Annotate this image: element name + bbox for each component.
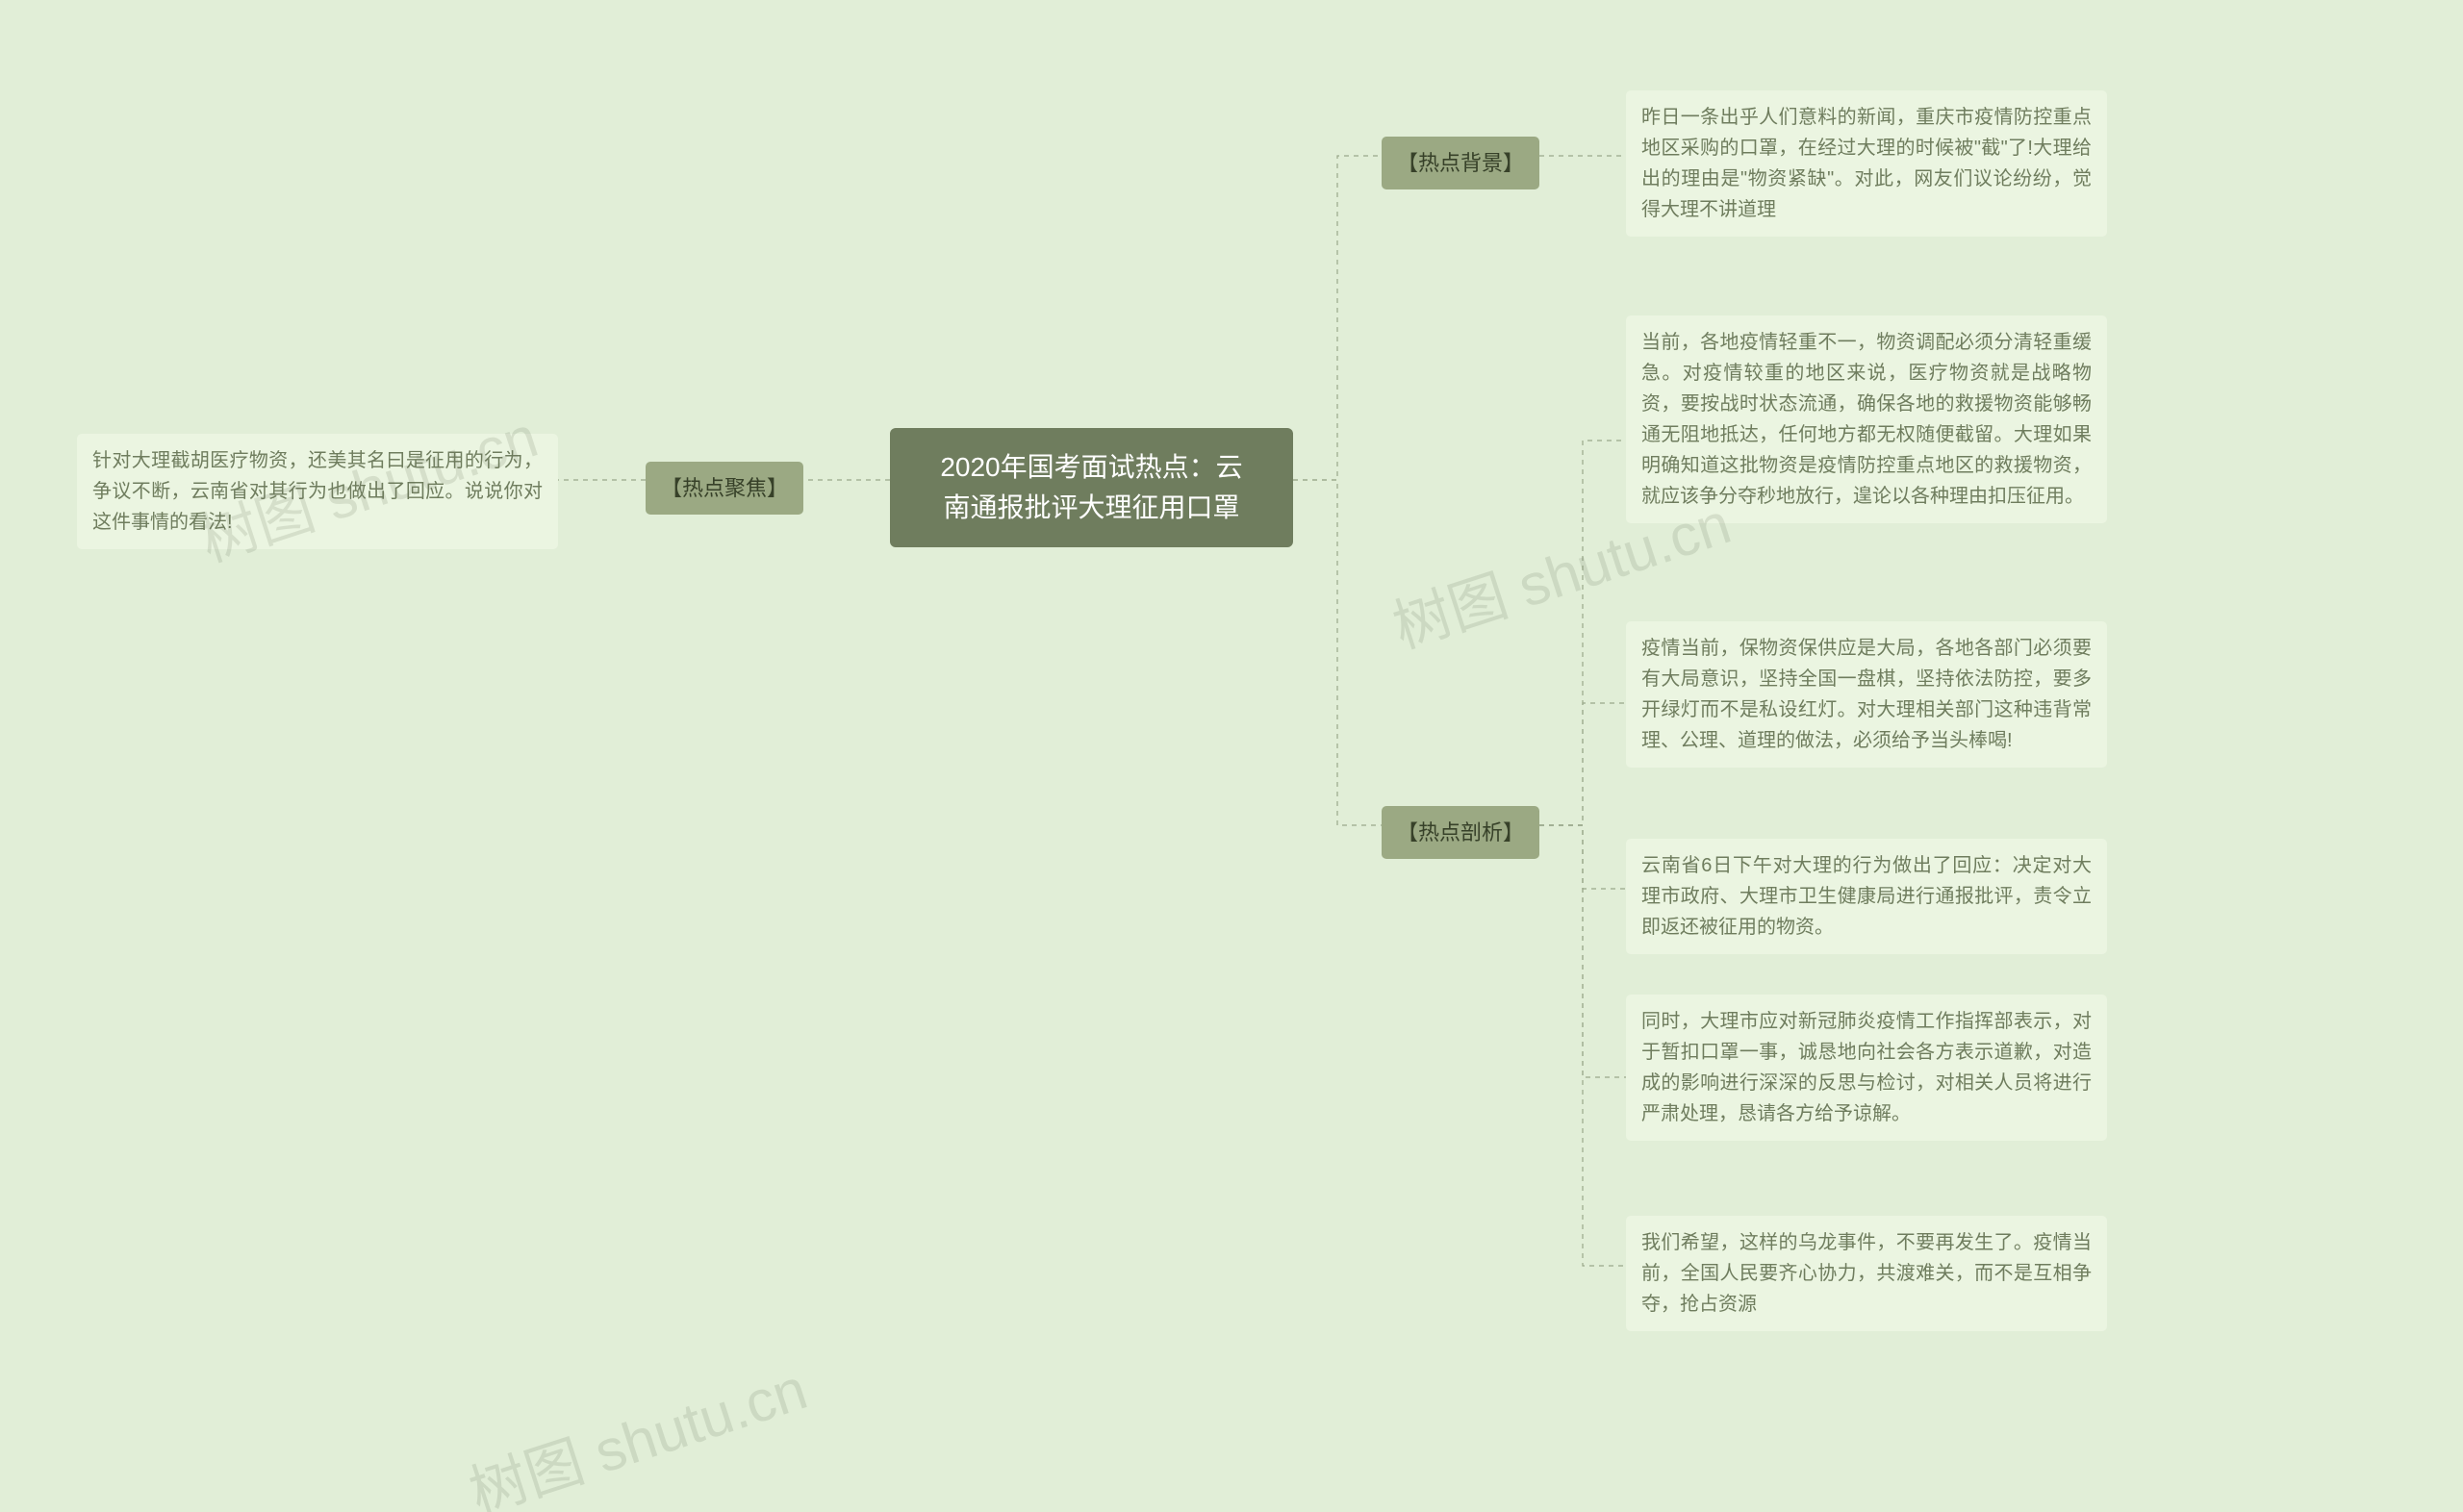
leaf-an-1: 当前，各地疫情轻重不一，物资调配必须分清轻重缓急。对疫情较重的地区来说，医疗物资… <box>1626 315 2107 523</box>
center-line1: 2020年国考面试热点：云 <box>940 452 1242 482</box>
branch-focus-label: 【热点聚焦】 <box>661 476 788 500</box>
watermark-3: 树图 shutu.cn <box>457 1343 816 1512</box>
branch-background-label: 【热点背景】 <box>1397 151 1524 175</box>
leaf-focus-1: 针对大理截胡医疗物资，还美其名曰是征用的行为，争议不断，云南省对其行为也做出了回… <box>77 434 558 549</box>
branch-analysis-label: 【热点剖析】 <box>1397 820 1524 844</box>
leaf-an-5: 我们希望，这样的乌龙事件，不要再发生了。疫情当前，全国人民要齐心协力，共渡难关，… <box>1626 1216 2107 1331</box>
branch-focus: 【热点聚焦】 <box>646 462 803 515</box>
leaf-bg-1: 昨日一条出乎人们意料的新闻，重庆市疫情防控重点地区采购的口罩，在经过大理的时候被… <box>1626 90 2107 237</box>
leaf-an-4: 同时，大理市应对新冠肺炎疫情工作指挥部表示，对于暂扣口罩一事，诚恳地向社会各方表… <box>1626 995 2107 1141</box>
leaf-an-3: 云南省6日下午对大理的行为做出了回应：决定对大理市政府、大理市卫生健康局进行通报… <box>1626 839 2107 954</box>
branch-background: 【热点背景】 <box>1382 137 1539 189</box>
center-node: 2020年国考面试热点：云 南通报批评大理征用口罩 <box>890 428 1293 547</box>
branch-analysis: 【热点剖析】 <box>1382 806 1539 859</box>
center-line2: 南通报批评大理征用口罩 <box>943 492 1239 522</box>
leaf-an-2: 疫情当前，保物资保供应是大局，各地各部门必须要有大局意识，坚持全国一盘棋，坚持依… <box>1626 621 2107 768</box>
